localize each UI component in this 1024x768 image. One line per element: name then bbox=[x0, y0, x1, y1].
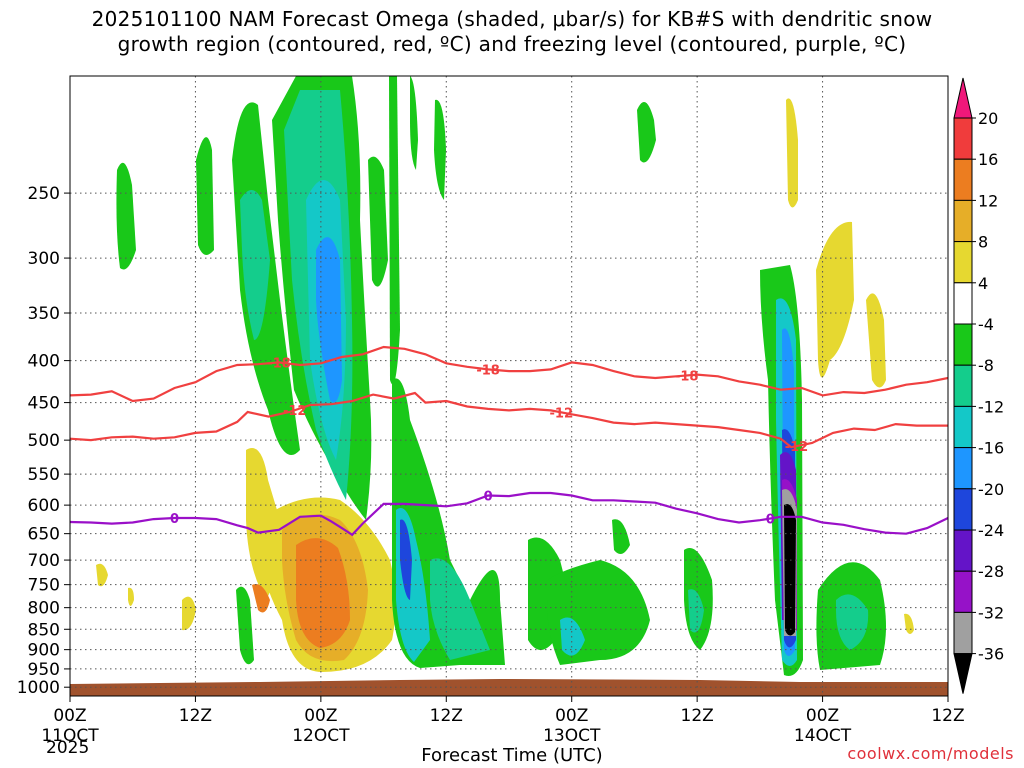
y-tick-label: 350 bbox=[28, 304, 60, 324]
grid bbox=[70, 76, 948, 696]
y-tick-label: 800 bbox=[28, 599, 60, 619]
y-tick-label: 650 bbox=[28, 525, 60, 545]
colorbar-label: -28 bbox=[978, 562, 1004, 581]
plot-area: -18 -18 -18 -12 -12 -12 0 0 0 bbox=[70, 76, 948, 696]
y-tick-label: 550 bbox=[28, 465, 60, 485]
contour-label: 0 bbox=[766, 513, 775, 528]
y-tick-label: 450 bbox=[28, 394, 60, 414]
colorbar-swatch bbox=[953, 529, 973, 572]
colorbar-label: 4 bbox=[978, 274, 988, 293]
contour-label: -12 bbox=[785, 440, 809, 455]
y-tick-label: 900 bbox=[28, 641, 60, 661]
colorbar-label: 12 bbox=[978, 191, 998, 210]
colorbar-label: -4 bbox=[978, 315, 994, 334]
x-axis-title: Forecast Time (UTC) bbox=[421, 745, 603, 766]
source-credit[interactable]: coolwx.com/models bbox=[847, 744, 1014, 763]
contour-label: -12 bbox=[550, 406, 574, 421]
plot-frame bbox=[69, 75, 949, 697]
y-tick-label: 850 bbox=[28, 620, 60, 640]
x-tick-label: 00Z bbox=[53, 706, 86, 726]
x-tick-label: 00Z bbox=[555, 706, 588, 726]
colorbar-swatch bbox=[953, 364, 973, 407]
y-tick-label: 500 bbox=[28, 431, 60, 451]
x-tick-label: 12Z bbox=[931, 706, 964, 726]
colorbar-label: -12 bbox=[978, 397, 1004, 416]
colorbar-swatch bbox=[953, 488, 973, 531]
chart-title-line-2: growth region (contoured, red, ºC) and f… bbox=[117, 32, 907, 56]
colorbar-swatch bbox=[953, 611, 973, 655]
colorbar-swatch bbox=[953, 158, 973, 201]
x-tick-label: 12Z bbox=[430, 706, 463, 726]
y-tick-label: 300 bbox=[28, 249, 60, 269]
chart-title-line-1: 2025101100 NAM Forecast Omega (shaded, μ… bbox=[91, 7, 933, 31]
colorbar-cap-bottom bbox=[953, 653, 973, 694]
colorbar-label: -32 bbox=[978, 603, 1004, 622]
colorbar-label: 8 bbox=[978, 233, 988, 252]
y-tick-label: 400 bbox=[28, 352, 60, 372]
colorbar-label: -20 bbox=[978, 480, 1004, 499]
colorbar-label: 20 bbox=[978, 109, 998, 128]
y-tick-label: 250 bbox=[28, 184, 60, 204]
colorbar-swatch bbox=[953, 282, 973, 325]
colorbar-label: -24 bbox=[978, 521, 1004, 540]
ground-fill bbox=[70, 679, 948, 696]
colorbar-swatch bbox=[953, 117, 973, 160]
colorbar-label: -16 bbox=[978, 439, 1004, 458]
contour-line-dendritic bbox=[70, 391, 948, 449]
colorbar-label: 16 bbox=[978, 150, 998, 169]
contour-line-freezing bbox=[70, 491, 948, 537]
contour-label: -18 bbox=[675, 369, 699, 384]
y-tick-label: 700 bbox=[28, 551, 60, 571]
contour-label: -18 bbox=[267, 356, 291, 371]
contours: -18 -18 -18 -12 -12 -12 0 0 0 bbox=[70, 345, 948, 537]
colorbar-swatch bbox=[953, 241, 973, 284]
x-tick-label: 00Z bbox=[304, 706, 337, 726]
x-tick-date: 14OCT bbox=[794, 726, 852, 746]
colorbar-cap-top bbox=[953, 77, 973, 119]
y-axis: 2503003504004505005506006507007508008509… bbox=[17, 184, 70, 698]
contour-label: -12 bbox=[283, 404, 307, 419]
x-tick-label: 12Z bbox=[681, 706, 714, 726]
y-tick-label: 950 bbox=[28, 660, 60, 680]
colorbar-swatch bbox=[953, 405, 973, 449]
contour-line-dendritic bbox=[70, 345, 948, 403]
contour-label: -18 bbox=[476, 363, 500, 378]
contour-label: 0 bbox=[170, 512, 179, 527]
omega-shading bbox=[96, 76, 914, 676]
colorbar-label: -36 bbox=[978, 645, 1004, 664]
colorbar: 20 16 12 8 4 -4 -8 -12 -16 -20 -24 -28 -32 -36 bbox=[953, 77, 1004, 694]
x-tick-date: 11OCT bbox=[41, 726, 99, 746]
colorbar-swatch bbox=[953, 199, 973, 243]
x-axis-year: 2025 bbox=[46, 738, 90, 758]
y-tick-label: 750 bbox=[28, 576, 60, 596]
x-tick-label: 12Z bbox=[179, 706, 212, 726]
colorbar-swatch bbox=[953, 323, 973, 366]
colorbar-swatch bbox=[953, 447, 973, 490]
x-tick-date: 13OCT bbox=[543, 726, 601, 746]
contour-label: 0 bbox=[484, 489, 493, 504]
y-tick-label: 1000 bbox=[17, 678, 60, 698]
x-tick-date: 12OCT bbox=[292, 726, 350, 746]
colorbar-swatch bbox=[953, 570, 973, 613]
colorbar-label: -8 bbox=[978, 356, 994, 375]
y-tick-label: 600 bbox=[28, 496, 60, 516]
x-tick-label: 00Z bbox=[806, 706, 839, 726]
